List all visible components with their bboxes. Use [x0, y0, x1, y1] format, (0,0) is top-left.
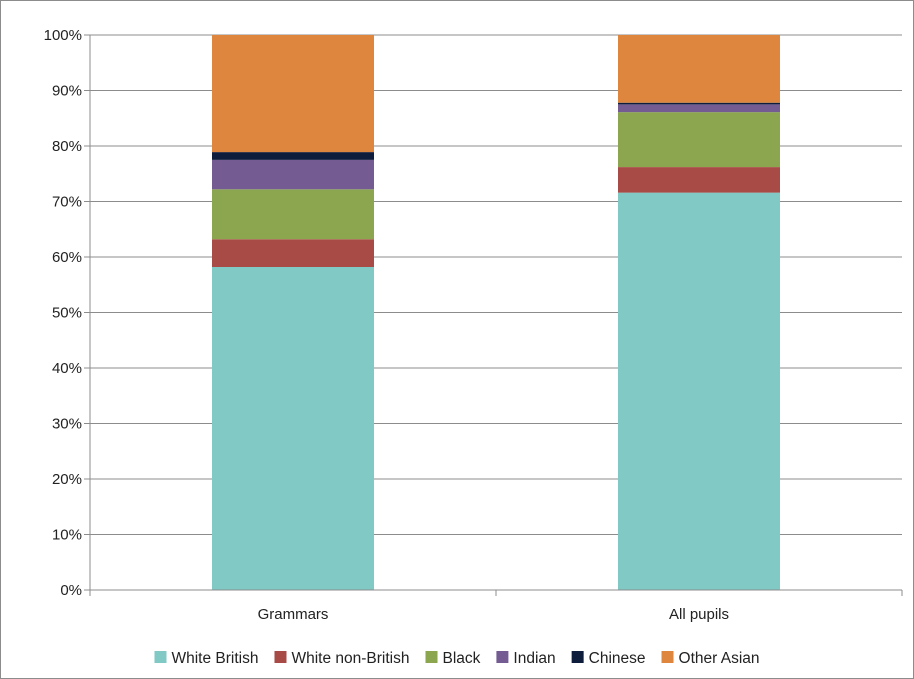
legend-label: Other Asian [679, 650, 760, 667]
bar-segment-indian [618, 104, 780, 113]
bar-segment-white-british [618, 192, 780, 590]
bar-segment-other-asian [212, 35, 374, 153]
y-axis-tick-labels: 0% 10% 20% 30% 40% 50% 60% 70% 80% 90% 100% [44, 27, 82, 599]
bars [212, 35, 780, 590]
bar-segment-chinese [618, 102, 780, 105]
y-tick-label: 90% [52, 83, 82, 100]
legend-label: White non-British [291, 650, 409, 667]
gridlines [90, 34, 902, 535]
bar-segment-indian [212, 159, 374, 190]
bar-segment-white-non-british [212, 239, 374, 267]
bar-segment-chinese [212, 152, 374, 160]
x-axis-category-labels: Grammars All pupils [258, 606, 729, 623]
legend-label: Indian [513, 650, 555, 667]
bar-segment-black [618, 112, 780, 168]
legend: White British White non-British Black India… [154, 650, 760, 667]
y-tick-label: 30% [52, 416, 82, 433]
legend-label: Black [443, 650, 481, 667]
x-category-label: Grammars [258, 606, 329, 623]
legend-label: Chinese [589, 650, 646, 667]
bar-segment-black [212, 189, 374, 240]
bar-segment-white-british [212, 266, 374, 590]
bar-segment-other-asian [618, 35, 780, 103]
y-tick-label: 40% [52, 360, 82, 377]
legend-label: White British [171, 650, 258, 667]
legend-swatch [571, 651, 584, 663]
y-tick-label: 70% [52, 194, 82, 211]
legend-swatch [496, 651, 509, 663]
y-tick-label: 60% [52, 249, 82, 266]
y-tick-label: 100% [44, 27, 82, 44]
bar-segment-white-non-british [618, 167, 780, 193]
legend-swatch [274, 651, 287, 663]
y-tick-label: 10% [52, 527, 82, 544]
legend-swatch [661, 651, 674, 663]
legend-swatch [425, 651, 438, 663]
legend-swatch [154, 651, 167, 663]
y-tick-label: 20% [52, 471, 82, 488]
y-tick-label: 80% [52, 138, 82, 155]
axes [84, 34, 903, 596]
x-category-label: All pupils [669, 606, 729, 623]
y-tick-label: 50% [52, 305, 82, 322]
y-tick-label: 0% [60, 582, 82, 599]
